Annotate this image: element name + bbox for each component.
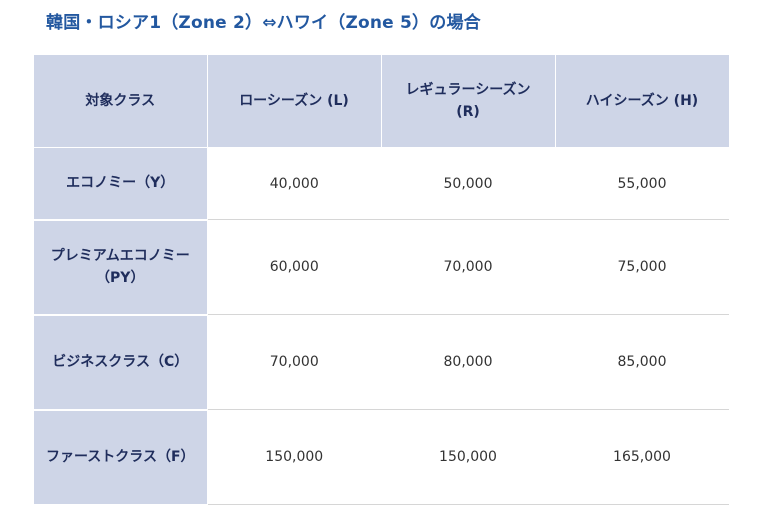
table-cell: 40,000 xyxy=(207,147,381,220)
column-header-low-season: ローシーズン (L) xyxy=(207,55,382,148)
table-row: ファーストクラス（F） 150,000 150,000 165,000 xyxy=(34,409,729,506)
table-cell: 50,000 xyxy=(381,147,555,220)
table-cell: 55,000 xyxy=(555,147,729,220)
table-cell: 75,000 xyxy=(555,219,729,315)
column-header-high-season: ハイシーズン (H) xyxy=(555,55,730,148)
table-cell: 165,000 xyxy=(555,409,729,505)
table-cell: 70,000 xyxy=(207,314,381,410)
table-cell: 60,000 xyxy=(207,219,381,315)
table-header-row: 対象クラス ローシーズン (L) レギュラーシーズン (R) ハイシーズン (H… xyxy=(34,55,730,148)
row-header-business: ビジネスクラス（C） xyxy=(34,314,208,411)
table-cell: 70,000 xyxy=(381,219,555,315)
mileage-table: 対象クラス ローシーズン (L) レギュラーシーズン (R) ハイシーズン (H… xyxy=(34,55,730,506)
column-header-regular-season: レギュラーシーズン (R) xyxy=(381,55,556,148)
table-row: ビジネスクラス（C） 70,000 80,000 85,000 xyxy=(34,314,729,411)
row-header-economy: エコノミー（Y） xyxy=(34,147,208,221)
table-row: プレミアムエコノミー（PY） 60,000 70,000 75,000 xyxy=(34,219,729,316)
table-cell: 150,000 xyxy=(207,409,381,505)
section-heading: 韓国・ロシア1（Zone 2）⇔ハワイ（Zone 5）の場合 xyxy=(46,13,481,33)
table-cell: 80,000 xyxy=(381,314,555,410)
row-header-first: ファーストクラス（F） xyxy=(34,409,208,506)
row-header-premium-economy: プレミアムエコノミー（PY） xyxy=(34,219,208,316)
column-header-class: 対象クラス xyxy=(34,55,208,148)
table-cell: 150,000 xyxy=(381,409,555,505)
table-cell: 85,000 xyxy=(555,314,729,410)
table-row: エコノミー（Y） 40,000 50,000 55,000 xyxy=(34,147,729,221)
